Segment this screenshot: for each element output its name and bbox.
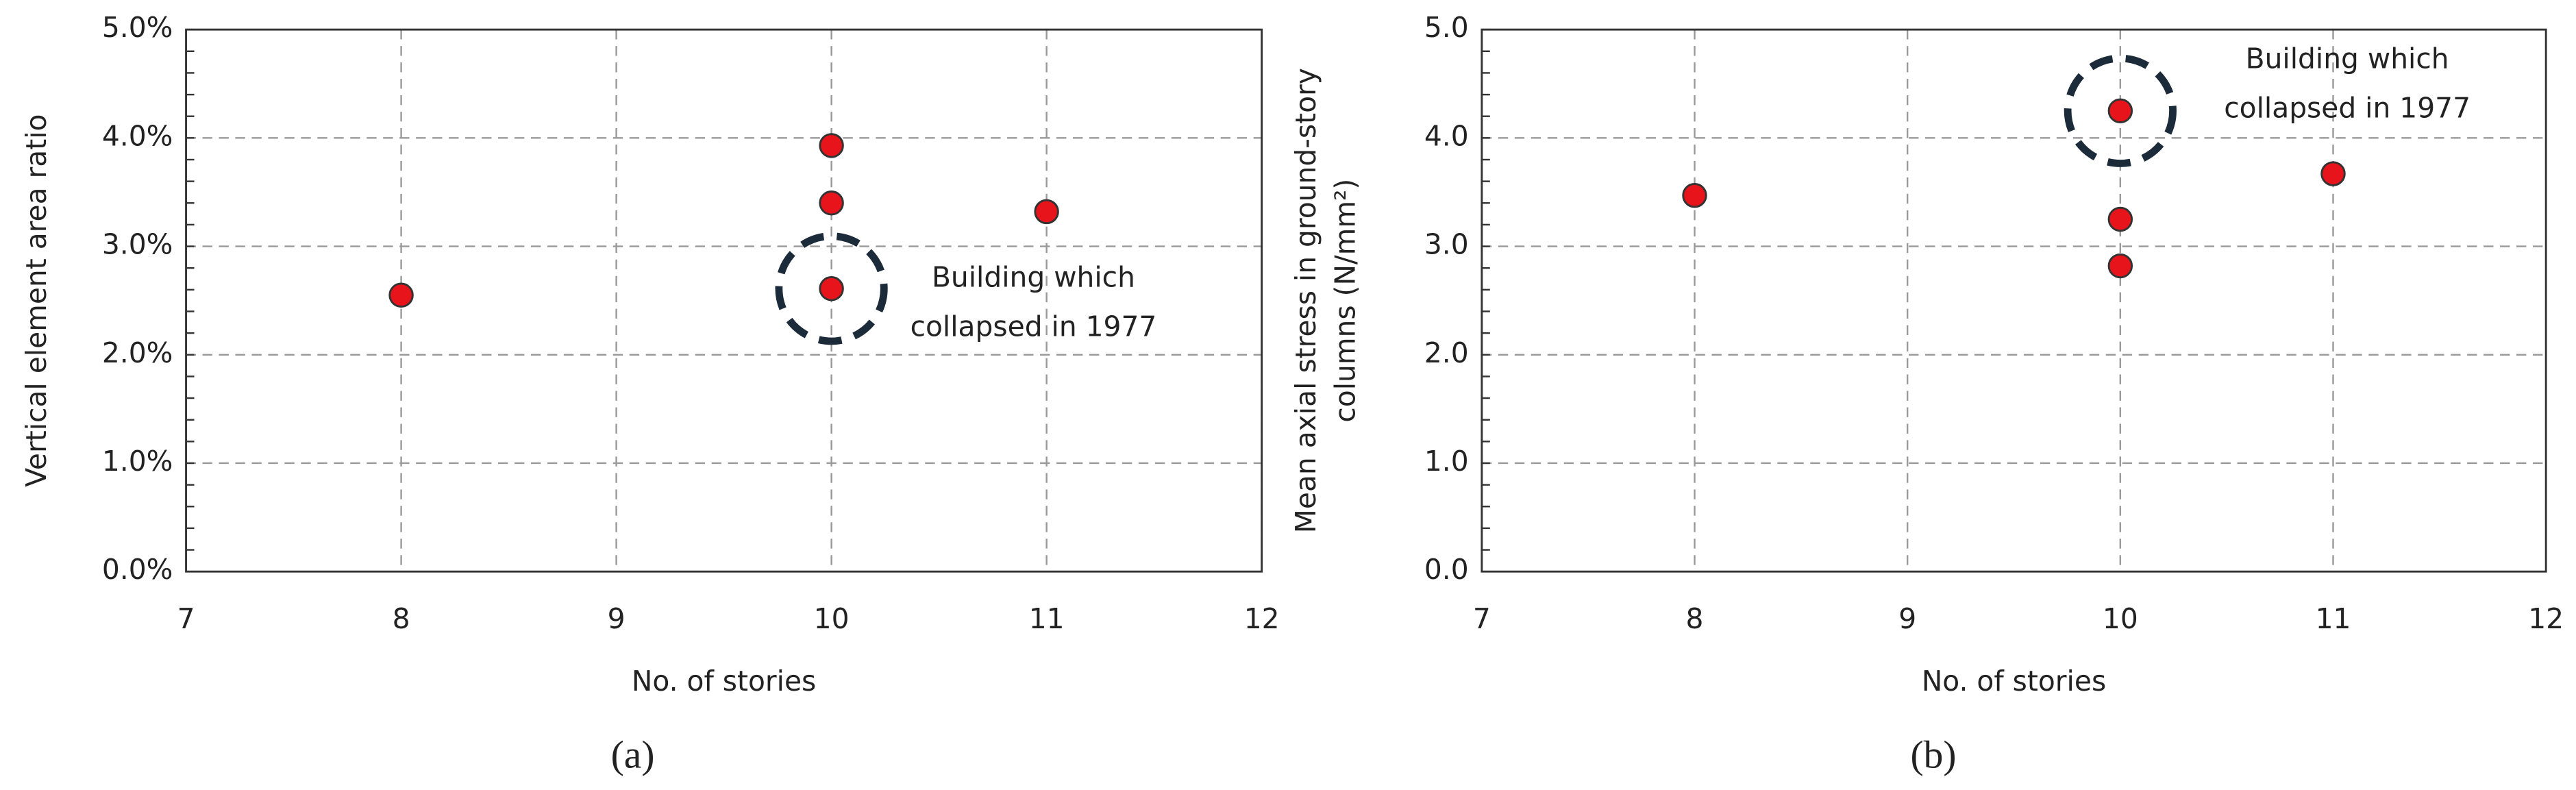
highlight-circle	[775, 232, 888, 345]
x-tick-label: 8	[393, 602, 410, 635]
caption: (a)	[611, 734, 655, 777]
data-point	[819, 133, 844, 158]
data-point	[819, 190, 844, 216]
x-axis-label: No. of stories	[1922, 665, 2106, 698]
y-tick-label: 3.0%	[102, 228, 173, 261]
x-tick-label: 7	[177, 602, 195, 635]
y-tick-label: 4.0%	[102, 119, 173, 152]
y-tick-label: 2.0%	[102, 336, 173, 369]
y-axis-label: Vertical element area ratio	[20, 114, 53, 487]
y-tick-label: 0.0	[1424, 553, 1469, 586]
x-tick-label: 9	[1898, 602, 1916, 635]
data-point	[1682, 182, 1707, 208]
data-point	[2320, 161, 2346, 186]
annotation: Building which	[2246, 42, 2449, 75]
x-tick-label: 10	[2103, 602, 2138, 635]
x-tick-label: 12	[2528, 602, 2564, 635]
x-tick-label: 7	[1473, 602, 1491, 635]
annotation: collapsed in 1977	[2224, 92, 2470, 125]
y-axis-label: columns (N/mm²)	[1328, 179, 1361, 423]
x-tick-label: 9	[608, 602, 626, 635]
x-axis-label: No. of stories	[632, 665, 816, 698]
y-tick-label: 3.0	[1424, 228, 1469, 261]
annotation: Building which	[932, 261, 1135, 294]
data-point	[1034, 199, 1059, 225]
x-tick-label: 11	[2316, 602, 2351, 635]
annotation: collapsed in 1977	[911, 310, 1157, 343]
data-point	[819, 276, 844, 301]
data-point	[2107, 98, 2133, 124]
y-tick-label: 5.0%	[102, 11, 173, 44]
y-axis-label: Mean axial stress in ground-story	[1289, 68, 1322, 533]
y-tick-label: 2.0	[1424, 336, 1469, 369]
y-tick-label: 1.0	[1424, 445, 1469, 478]
highlight-circle	[2064, 54, 2177, 167]
y-tick-label: 1.0%	[102, 445, 173, 478]
data-point	[2107, 253, 2133, 279]
data-point	[2107, 206, 2133, 232]
x-tick-label: 11	[1029, 602, 1065, 635]
data-point	[388, 282, 414, 308]
y-tick-label: 4.0	[1424, 119, 1469, 152]
plot-frame	[1481, 28, 2547, 573]
x-tick-label: 8	[1686, 602, 1704, 635]
y-tick-label: 0.0%	[102, 553, 173, 586]
caption: (b)	[1911, 734, 1957, 777]
x-tick-label: 12	[1244, 602, 1280, 635]
plot-frame	[185, 28, 1263, 573]
x-tick-label: 10	[814, 602, 850, 635]
y-tick-label: 5.0	[1424, 11, 1469, 44]
